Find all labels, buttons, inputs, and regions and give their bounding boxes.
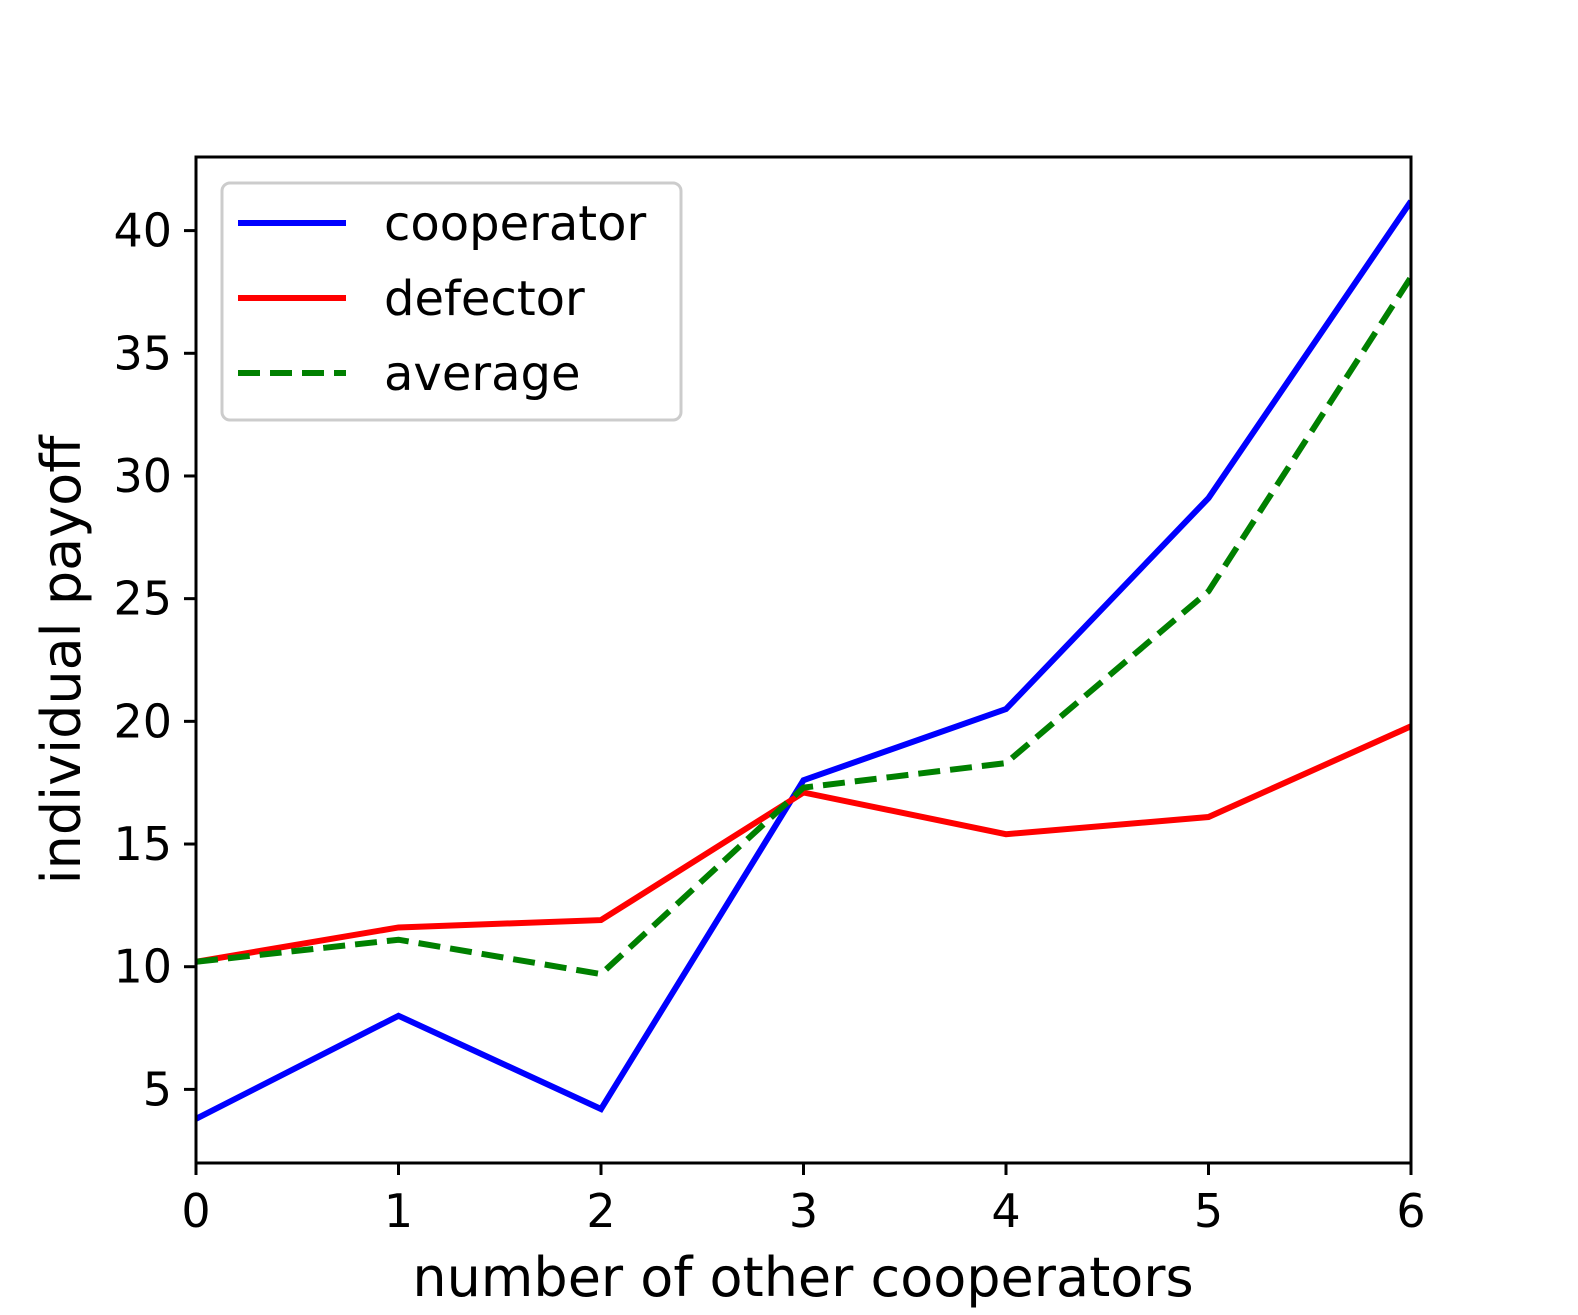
x-tick-label: 1 — [384, 1184, 413, 1238]
legend: cooperator defector average — [220, 181, 683, 422]
series-line-average — [196, 275, 1411, 978]
y-tick-label: 10 — [113, 940, 172, 994]
series-line-defector — [196, 723, 1411, 965]
legend-label-cooperator: cooperator — [384, 196, 646, 252]
y-tick-label: 30 — [113, 449, 172, 503]
plot-lines — [196, 199, 1411, 1122]
legend-box — [220, 181, 683, 422]
legend-label-defector: defector — [384, 271, 585, 327]
y-tick-label: 5 — [143, 1062, 172, 1116]
series-line-cooperator — [196, 199, 1411, 1122]
y-tick-label: 20 — [113, 694, 172, 748]
x-tick-label: 6 — [1396, 1184, 1425, 1238]
x-axis: 0 1 2 3 4 5 6 — [181, 1163, 1426, 1238]
legend-label-average: average — [384, 346, 581, 402]
y-tick-label: 25 — [113, 572, 172, 626]
x-tick-label: 0 — [181, 1184, 210, 1238]
y-axis-label: individual payoff — [30, 434, 93, 885]
x-tick-label: 2 — [586, 1184, 615, 1238]
x-tick-label: 4 — [991, 1184, 1020, 1238]
y-tick-label: 35 — [113, 326, 172, 380]
x-tick-label: 5 — [1194, 1184, 1223, 1238]
y-tick-label: 15 — [113, 817, 172, 871]
y-axis: 5 10 15 20 25 30 35 40 — [113, 204, 196, 1116]
y-tick-label: 40 — [113, 204, 172, 258]
x-axis-label: number of other cooperators — [412, 1246, 1193, 1309]
x-tick-label: 3 — [789, 1184, 818, 1238]
